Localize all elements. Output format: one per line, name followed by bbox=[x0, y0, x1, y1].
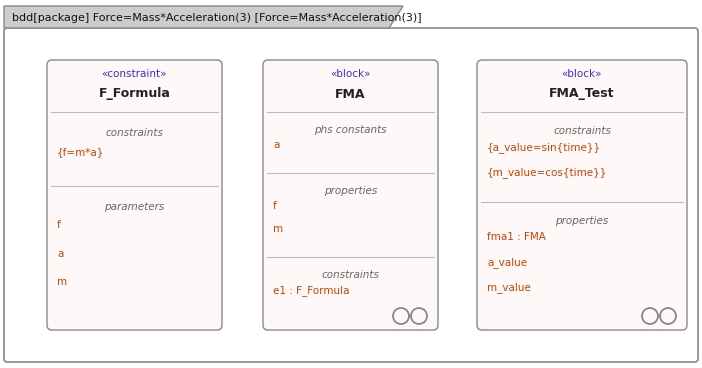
Text: f: f bbox=[273, 201, 277, 211]
Text: properties: properties bbox=[555, 216, 609, 226]
Text: constraints: constraints bbox=[553, 126, 611, 136]
Text: {a_value=sin{time}}: {a_value=sin{time}} bbox=[487, 142, 601, 152]
Text: a: a bbox=[273, 140, 279, 150]
Text: bdd[package] Force=Mass*Acceleration(3) [Force=Mass*Acceleration(3)]: bdd[package] Force=Mass*Acceleration(3) … bbox=[12, 13, 422, 23]
Polygon shape bbox=[4, 6, 403, 28]
Text: parameters: parameters bbox=[105, 202, 165, 212]
Text: m: m bbox=[57, 277, 67, 287]
Text: a: a bbox=[57, 248, 63, 259]
Text: FMA: FMA bbox=[336, 88, 366, 100]
Text: f: f bbox=[57, 220, 61, 230]
Text: «block»: «block» bbox=[330, 69, 371, 79]
Text: «block»: «block» bbox=[562, 69, 602, 79]
FancyBboxPatch shape bbox=[477, 60, 687, 330]
Text: constraints: constraints bbox=[322, 270, 380, 280]
Text: constraints: constraints bbox=[105, 128, 164, 138]
Text: FMA_Test: FMA_Test bbox=[549, 88, 615, 100]
Text: e1 : F_Formula: e1 : F_Formula bbox=[273, 285, 350, 296]
FancyBboxPatch shape bbox=[4, 28, 698, 362]
Text: properties: properties bbox=[324, 185, 377, 195]
Text: phs constants: phs constants bbox=[314, 125, 387, 135]
Text: {f=m*a}: {f=m*a} bbox=[57, 146, 105, 157]
Text: a_value: a_value bbox=[487, 257, 527, 268]
Text: {m_value=cos{time}}: {m_value=cos{time}} bbox=[487, 167, 607, 178]
FancyBboxPatch shape bbox=[263, 60, 438, 330]
FancyBboxPatch shape bbox=[47, 60, 222, 330]
Text: F_Formula: F_Formula bbox=[98, 88, 171, 100]
Text: fma1 : FMA: fma1 : FMA bbox=[487, 232, 546, 242]
Text: «constraint»: «constraint» bbox=[102, 69, 167, 79]
Text: m_value: m_value bbox=[487, 282, 531, 293]
Text: m: m bbox=[273, 224, 283, 234]
